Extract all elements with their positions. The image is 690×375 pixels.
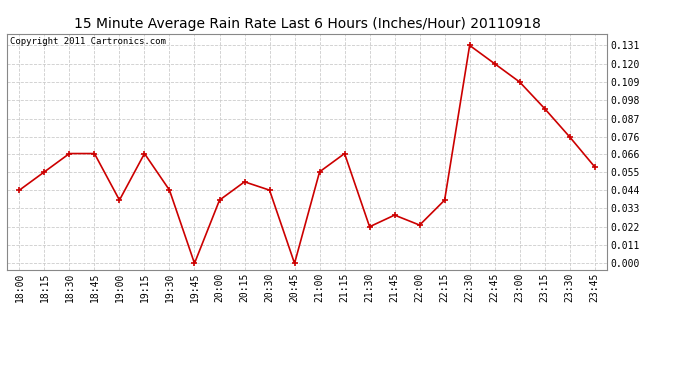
Text: Copyright 2011 Cartronics.com: Copyright 2011 Cartronics.com [10,37,166,46]
Title: 15 Minute Average Rain Rate Last 6 Hours (Inches/Hour) 20110918: 15 Minute Average Rain Rate Last 6 Hours… [74,17,540,31]
